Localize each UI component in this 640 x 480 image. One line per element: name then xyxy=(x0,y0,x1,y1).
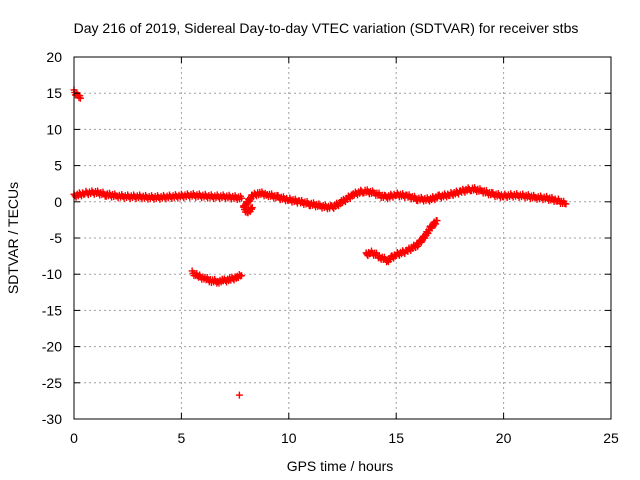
y-tick-label: -15 xyxy=(42,302,62,318)
data-point xyxy=(238,194,246,202)
y-tick-label: 15 xyxy=(46,85,62,101)
x-tick-label: 15 xyxy=(388,430,404,446)
y-tick-label: 0 xyxy=(54,194,62,210)
data-point xyxy=(248,205,256,213)
y-tick-label: -10 xyxy=(42,266,62,282)
data-point xyxy=(235,391,243,399)
y-tick-label: -30 xyxy=(42,411,62,427)
data-point xyxy=(238,272,246,280)
y-axis-label: SDTVAR / TECUs xyxy=(5,182,21,294)
y-tick-label: 10 xyxy=(46,121,62,137)
x-tick-label: 20 xyxy=(496,430,512,446)
y-tick-label: -20 xyxy=(42,339,62,355)
x-tick-label: 5 xyxy=(178,430,186,446)
y-tick-label: 5 xyxy=(54,158,62,174)
axis-ticks xyxy=(73,56,612,420)
x-tick-label: 25 xyxy=(603,430,619,446)
y-tick-label: -5 xyxy=(50,230,63,246)
chart-title: Day 216 of 2019, Sidereal Day-to-day VTE… xyxy=(74,20,579,36)
data-point xyxy=(248,204,256,212)
data-point xyxy=(76,94,84,102)
x-tick-label: 0 xyxy=(70,430,78,446)
y-tick-label: -25 xyxy=(42,375,62,391)
x-tick-label: 10 xyxy=(281,430,297,446)
grid xyxy=(74,57,611,419)
data-point xyxy=(562,200,570,208)
data-point xyxy=(433,217,441,225)
y-tick-label: 20 xyxy=(46,49,62,65)
data-points xyxy=(70,86,570,399)
tick-labels: 0 5 10 15 20 25 20 15 10 5 0 -5 -10 -15 -20 -25 -30 xyxy=(42,49,619,446)
data-point xyxy=(432,220,440,228)
x-axis-label: GPS time / hours xyxy=(287,458,394,474)
